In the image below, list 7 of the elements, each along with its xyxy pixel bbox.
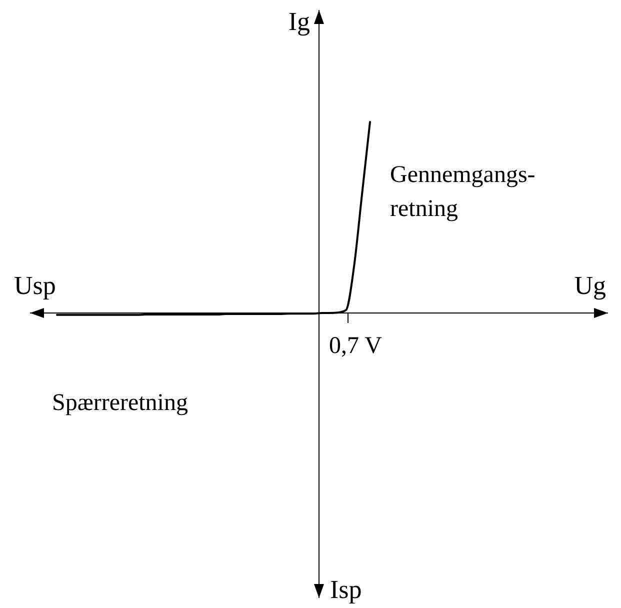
annotation: Usp — [14, 271, 56, 300]
text: Ug — [574, 271, 606, 300]
text: Isp — [330, 575, 362, 604]
text: Gennemgangs- retning — [390, 162, 536, 222]
text: Ig — [288, 7, 310, 36]
text: 0,7 V — [329, 333, 383, 359]
text: Spærreretning — [52, 390, 188, 416]
